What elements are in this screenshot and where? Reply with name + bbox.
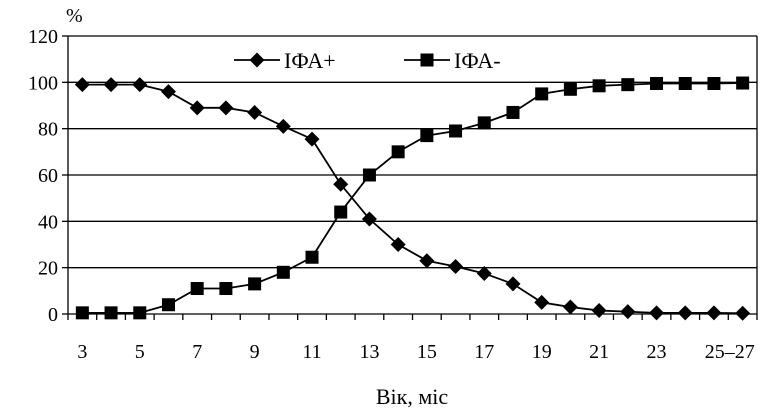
data-point (362, 168, 376, 182)
data-point (563, 82, 577, 96)
data-point (103, 77, 119, 93)
data-point (161, 298, 175, 312)
data-point (505, 276, 521, 292)
x-tick-label: 13 (359, 341, 379, 363)
x-tick-label: 23 (647, 341, 667, 363)
data-point (420, 129, 434, 143)
x-tick-label: 25–27 (705, 341, 755, 363)
legend-label: ІФА- (454, 48, 501, 73)
data-point (218, 100, 234, 116)
legend-item: ІФА- (404, 48, 501, 73)
data-point (75, 306, 89, 320)
x-tick-label: 21 (589, 341, 609, 363)
x-tick-labels: 3 5 7 9 11 13 15 17 19 21 23 25–27 (77, 341, 754, 363)
data-point (735, 305, 751, 321)
y-axis-unit-label: % (66, 5, 83, 27)
gridlines (68, 35, 757, 269)
y-tick-label: 100 (28, 72, 58, 94)
x-tick-label: 11 (302, 341, 321, 363)
x-tick-label: 9 (250, 341, 260, 363)
x-tick-label: 3 (77, 341, 87, 363)
series-line (82, 83, 743, 315)
legend-item: ІФА+ (234, 48, 336, 73)
data-point (650, 76, 664, 90)
series-line (82, 82, 743, 314)
data-point (133, 306, 147, 320)
legend-marker-diamond (249, 52, 265, 68)
y-tick-label: 40 (38, 211, 58, 233)
data-point (678, 76, 692, 90)
data-point (677, 305, 693, 321)
y-tick-label: 120 (28, 26, 58, 48)
data-point (132, 77, 148, 93)
data-point (591, 303, 607, 319)
legend: ІФА+ ІФА- (234, 48, 501, 73)
y-tick-labels: 0 20 40 60 80 100 120 (28, 26, 58, 326)
legend-marker-square (420, 53, 434, 67)
data-point (189, 100, 205, 116)
data-point (104, 306, 118, 320)
y-tick-label: 0 (48, 304, 58, 326)
data-point (390, 237, 406, 252)
data-point (621, 78, 635, 92)
data-point (477, 116, 491, 130)
series-ifa-plus (74, 77, 751, 321)
y-tick-label: 20 (38, 258, 58, 280)
data-point (620, 304, 636, 320)
data-point (535, 87, 549, 101)
data-point (247, 104, 263, 120)
data-point (190, 282, 204, 296)
data-point (476, 265, 492, 281)
data-point (562, 299, 578, 315)
data-point (707, 76, 721, 90)
data-point (219, 282, 233, 296)
data-point (736, 76, 750, 90)
data-point (419, 253, 435, 269)
data-point (305, 250, 319, 264)
data-point (74, 77, 90, 93)
data-point (276, 265, 290, 279)
series-group (74, 76, 751, 321)
x-tick-label: 15 (417, 341, 437, 363)
data-point (649, 305, 665, 321)
data-point (448, 259, 464, 275)
data-point (706, 305, 722, 321)
axes (62, 35, 758, 320)
y-tick-label: 80 (38, 119, 58, 141)
data-point (534, 294, 550, 310)
x-tick-label: 5 (135, 341, 145, 363)
x-tick-label: 19 (532, 341, 552, 363)
data-point (334, 205, 348, 219)
x-axis-title: Вік, міс (376, 384, 449, 409)
data-point (333, 176, 349, 192)
data-point (248, 277, 262, 291)
x-tick-label: 17 (474, 341, 494, 363)
data-point (275, 118, 291, 134)
y-tick-label: 60 (38, 165, 58, 187)
data-point (361, 211, 377, 227)
data-point (506, 105, 520, 119)
data-point (449, 124, 463, 138)
x-tick-label: 7 (192, 341, 202, 363)
series-ifa-minus (75, 76, 750, 320)
data-point (592, 79, 606, 93)
data-point (391, 145, 405, 159)
data-point (304, 131, 320, 147)
legend-label: ІФА+ (284, 48, 336, 73)
data-point (160, 84, 176, 100)
